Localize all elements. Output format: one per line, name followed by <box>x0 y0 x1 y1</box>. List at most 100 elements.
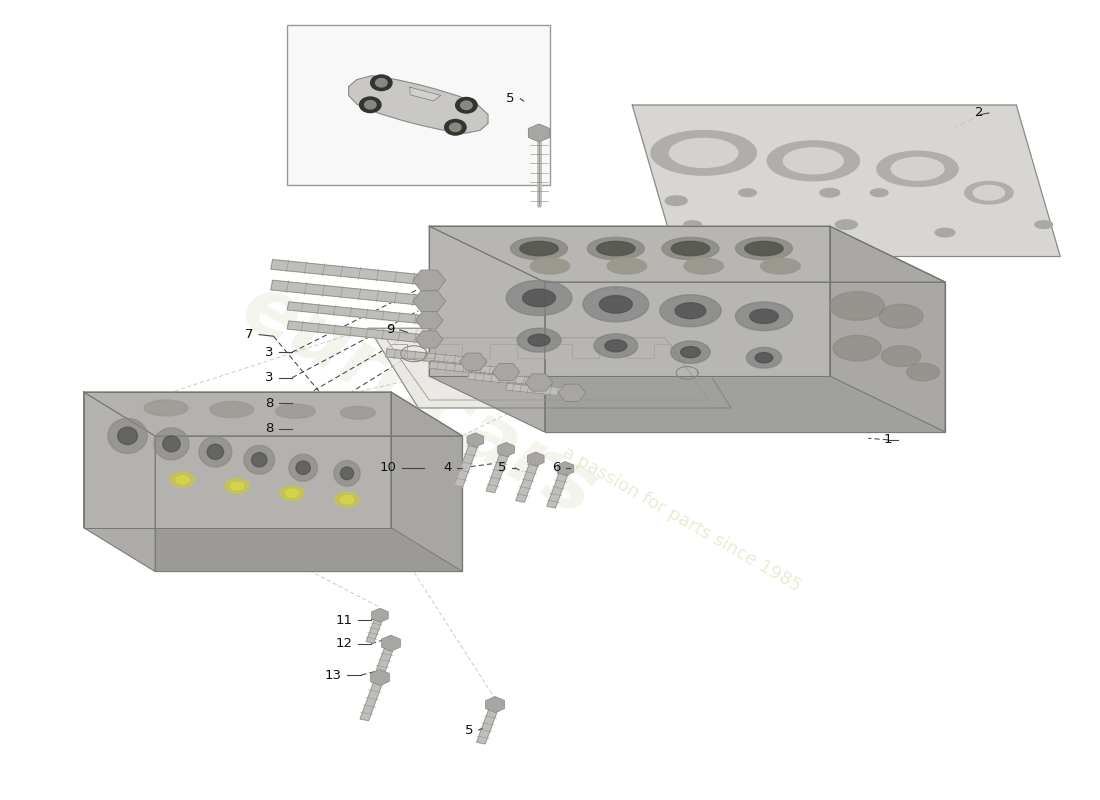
Ellipse shape <box>870 189 888 197</box>
Polygon shape <box>476 704 499 744</box>
Ellipse shape <box>607 258 647 274</box>
Ellipse shape <box>340 467 353 480</box>
Ellipse shape <box>881 346 921 366</box>
Polygon shape <box>429 226 544 432</box>
Polygon shape <box>84 392 390 527</box>
Circle shape <box>455 98 477 113</box>
Circle shape <box>444 119 466 135</box>
Ellipse shape <box>684 221 702 229</box>
Circle shape <box>375 78 387 87</box>
Polygon shape <box>485 697 505 713</box>
Polygon shape <box>632 105 1060 257</box>
Polygon shape <box>497 442 515 457</box>
Polygon shape <box>385 349 474 366</box>
Text: 4: 4 <box>443 462 451 474</box>
Text: 10: 10 <box>379 462 396 474</box>
Polygon shape <box>155 436 462 571</box>
Ellipse shape <box>767 141 859 181</box>
Ellipse shape <box>199 437 232 467</box>
Ellipse shape <box>681 346 701 358</box>
Polygon shape <box>468 433 484 447</box>
Polygon shape <box>486 449 510 493</box>
Text: 8: 8 <box>265 422 274 435</box>
Text: 8: 8 <box>265 397 274 410</box>
Ellipse shape <box>207 444 223 459</box>
Ellipse shape <box>600 295 632 313</box>
Polygon shape <box>372 608 388 622</box>
Text: 12: 12 <box>336 638 352 650</box>
Ellipse shape <box>252 453 267 467</box>
Ellipse shape <box>660 294 722 326</box>
Ellipse shape <box>170 473 195 487</box>
Text: 2: 2 <box>975 106 983 119</box>
Ellipse shape <box>226 479 250 494</box>
Ellipse shape <box>877 151 958 186</box>
Ellipse shape <box>906 363 939 381</box>
Ellipse shape <box>662 238 719 260</box>
Polygon shape <box>374 642 395 678</box>
Polygon shape <box>528 124 550 142</box>
Polygon shape <box>390 392 462 571</box>
Ellipse shape <box>176 476 189 484</box>
Ellipse shape <box>231 482 244 490</box>
Ellipse shape <box>605 340 627 352</box>
Circle shape <box>360 97 381 113</box>
Ellipse shape <box>276 404 316 418</box>
Ellipse shape <box>340 496 353 504</box>
Ellipse shape <box>651 130 757 175</box>
Ellipse shape <box>244 446 275 474</box>
Text: 6: 6 <box>552 462 561 474</box>
Ellipse shape <box>736 302 792 330</box>
Ellipse shape <box>144 400 188 416</box>
Ellipse shape <box>736 238 792 260</box>
Text: 9: 9 <box>386 323 394 336</box>
Ellipse shape <box>517 328 561 352</box>
Polygon shape <box>410 87 441 101</box>
Text: 13: 13 <box>324 669 341 682</box>
Ellipse shape <box>340 406 375 419</box>
Ellipse shape <box>296 461 310 474</box>
Polygon shape <box>371 670 389 686</box>
Ellipse shape <box>154 428 189 460</box>
Text: a passion for parts since 1985: a passion for parts since 1985 <box>559 444 804 595</box>
Polygon shape <box>271 280 430 306</box>
Polygon shape <box>84 392 155 571</box>
Polygon shape <box>84 392 462 436</box>
Ellipse shape <box>280 486 305 501</box>
Polygon shape <box>526 374 552 391</box>
Polygon shape <box>412 290 446 311</box>
Ellipse shape <box>210 402 254 418</box>
Polygon shape <box>416 330 443 348</box>
Ellipse shape <box>684 258 724 274</box>
Ellipse shape <box>891 158 944 180</box>
Ellipse shape <box>334 493 359 507</box>
Ellipse shape <box>286 490 299 498</box>
Polygon shape <box>429 360 507 376</box>
Ellipse shape <box>965 182 1013 204</box>
Ellipse shape <box>522 289 556 306</box>
Polygon shape <box>468 371 540 386</box>
Ellipse shape <box>108 418 147 454</box>
Ellipse shape <box>745 242 783 256</box>
Text: 5: 5 <box>497 462 506 474</box>
Polygon shape <box>516 458 540 502</box>
Ellipse shape <box>506 281 572 315</box>
Circle shape <box>461 101 472 110</box>
Text: 3: 3 <box>265 346 274 358</box>
Ellipse shape <box>756 353 772 363</box>
Ellipse shape <box>835 220 857 230</box>
Polygon shape <box>412 270 446 290</box>
Polygon shape <box>287 302 430 324</box>
Ellipse shape <box>510 238 568 260</box>
Ellipse shape <box>670 138 738 167</box>
Polygon shape <box>558 384 585 402</box>
Ellipse shape <box>528 334 550 346</box>
Text: 11: 11 <box>336 614 352 626</box>
Polygon shape <box>429 226 829 376</box>
Text: 5: 5 <box>464 723 473 737</box>
Polygon shape <box>493 363 520 381</box>
Ellipse shape <box>118 427 138 445</box>
Circle shape <box>371 75 392 90</box>
Ellipse shape <box>333 461 360 486</box>
Ellipse shape <box>829 291 884 320</box>
